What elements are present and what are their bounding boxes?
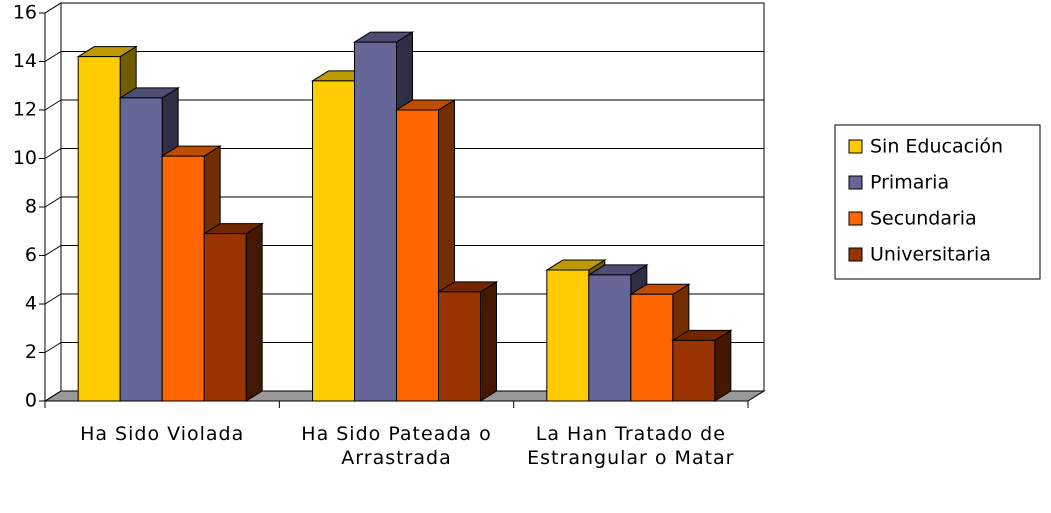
grid-line-side [44,2,62,14]
y-tick-label: 16 [13,2,37,24]
legend-label: Sin Educación [870,136,1003,158]
bar-front [77,56,121,402]
bar-front [672,339,716,402]
legend-box [834,124,1041,280]
bar-front [396,109,439,402]
legend-swatch [848,175,863,190]
x-tick-label: Ha Sido Violada [80,423,245,445]
grid-line-side [44,196,62,208]
bar-side [480,280,497,402]
grid-line-side [44,51,62,62]
bar-front [546,269,590,402]
bar-front [161,155,205,402]
x-tick-label: Ha Sido Pateada o Arrastrada [301,423,492,469]
legend-label: Universitaria [870,244,991,266]
bar-front [354,41,397,402]
grid-line-side [44,148,62,159]
grid-line-side [44,245,62,256]
legend-swatch [848,211,863,226]
bar-front [203,233,247,402]
y-tick-label: 8 [25,196,37,218]
y-tick-label: 0 [25,390,37,412]
legend-label: Primaria [870,172,949,194]
bar [202,222,264,402]
bar-side [245,222,263,402]
x-tick-label: La Han Tratado de Estrangular o Matar [527,423,735,469]
bar-side [714,329,732,402]
grid-line-side [44,99,62,111]
bar-front [588,274,632,402]
y-tick-label: 10 [13,147,37,169]
bar-front [630,293,674,402]
legend-swatch [848,247,863,262]
bar [671,329,733,402]
y-tick-label: 2 [25,341,37,363]
bar-front [312,80,355,402]
bar [394,99,457,402]
bar-front [438,291,481,402]
legend-label: Secundaria [870,208,977,230]
y-tick-label: 4 [25,293,37,315]
legend-swatch [848,139,863,154]
y-tick-label: 14 [13,50,37,72]
y-tick-label: 6 [25,244,37,266]
y-tick-label: 12 [13,99,37,121]
grid-line-side [44,342,62,353]
bar-front [119,97,163,402]
grid-line-side [44,293,62,305]
grid-line-side [44,390,62,402]
bar [436,280,499,402]
